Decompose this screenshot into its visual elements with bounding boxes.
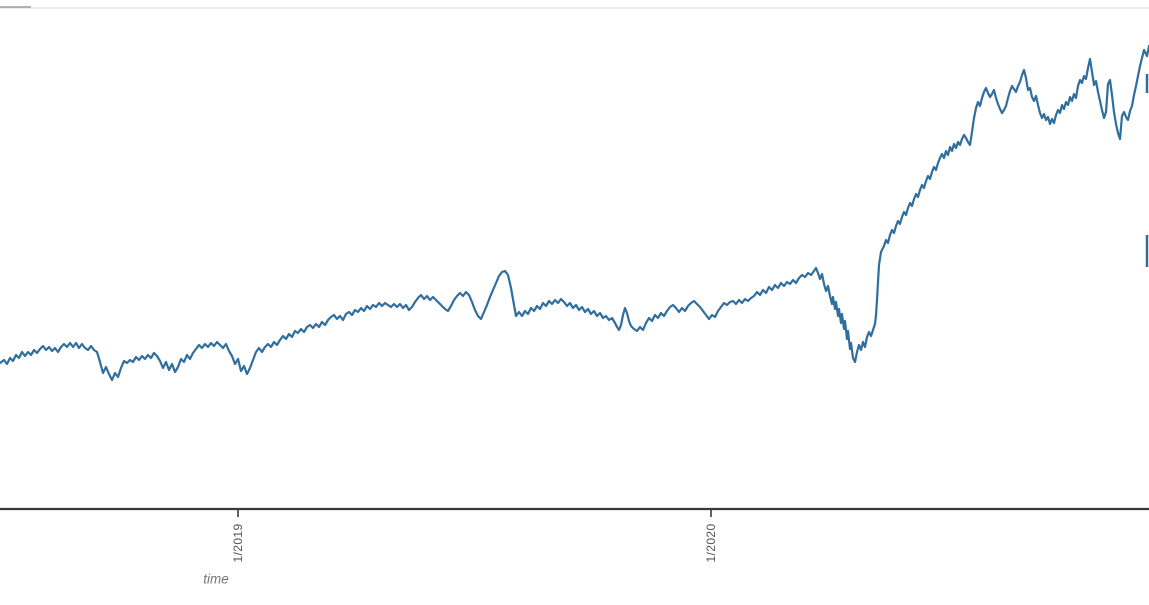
x-axis-title: time	[203, 571, 229, 587]
x-tick-label: 1/2019	[231, 523, 245, 563]
x-tick-label: 1/2020	[704, 523, 718, 563]
price-line-series	[0, 44, 1149, 382]
